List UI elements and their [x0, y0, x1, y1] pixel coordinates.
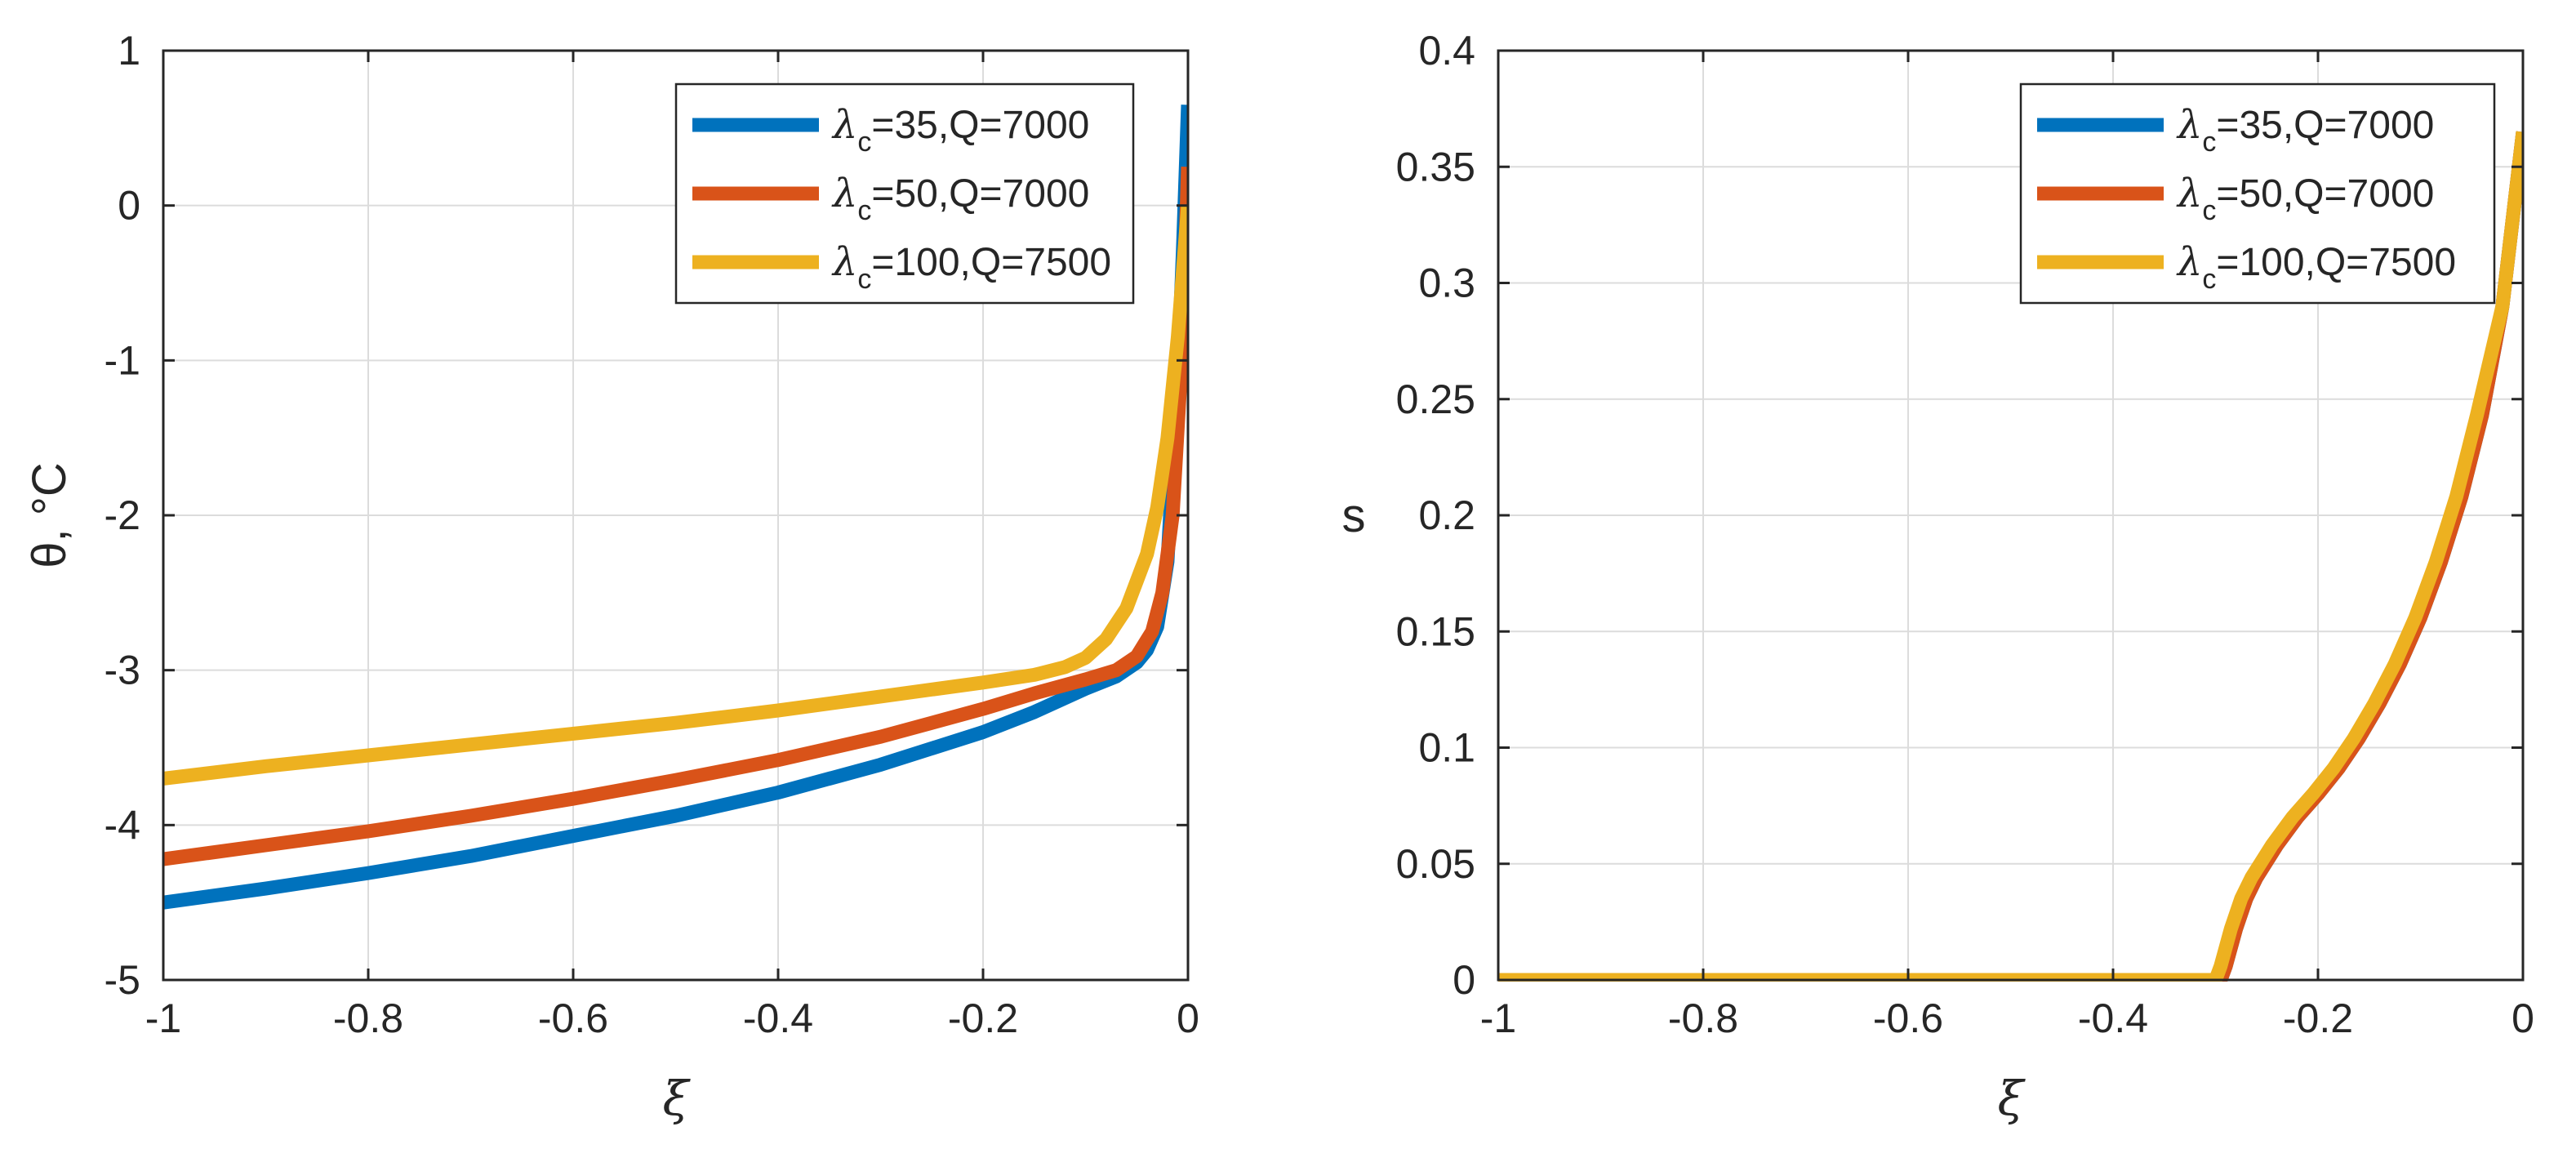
- y-tick-label: 0.35: [1396, 144, 1475, 189]
- legend: λc=35,Q=7000 λc=50,Q=7000 λc=100,Q=7500: [674, 82, 1135, 305]
- x-axis-label: ξ: [1998, 1071, 2027, 1126]
- y-tick-label: 0: [118, 183, 140, 229]
- y-tick-label: -2: [105, 492, 140, 538]
- y-tick-label: 0.2: [1418, 492, 1475, 538]
- legend-label-3: λc=100,Q=7500: [2176, 239, 2456, 295]
- y-tick-label: -1: [105, 337, 140, 383]
- x-tick-label: 0: [1177, 995, 1199, 1041]
- x-tick-label: -0.4: [743, 995, 813, 1041]
- y-tick-label: 0.1: [1418, 725, 1475, 771]
- x-tick-label: -0.2: [2283, 995, 2353, 1041]
- x-tick-label: -1: [1480, 995, 1516, 1041]
- x-tick-label: -1: [145, 995, 181, 1041]
- series-group: [163, 105, 1188, 910]
- y-tick-label: 1: [118, 28, 140, 73]
- y-tick-label: 0: [1453, 957, 1475, 1003]
- x-tick-label: -0.6: [538, 995, 608, 1041]
- legend: λc=35,Q=7000 λc=50,Q=7000 λc=100,Q=7500: [2019, 82, 2496, 305]
- x-tick-label: -0.8: [333, 995, 403, 1041]
- series-group: [1498, 131, 2523, 982]
- legend-label-3: λc=100,Q=7500: [831, 239, 1111, 295]
- series-line-3: [1498, 131, 2523, 982]
- y-tick-label: -4: [105, 802, 140, 848]
- y-tick-label: 0.25: [1396, 376, 1475, 422]
- y-tick-label: 0.3: [1418, 261, 1475, 306]
- y-tick-label: -5: [105, 957, 140, 1003]
- x-tick-label: 0: [2511, 995, 2534, 1041]
- x-tick-label: -0.6: [1873, 995, 1943, 1041]
- x-tick-label: -0.2: [948, 995, 1018, 1041]
- y-tick-label: 0.15: [1396, 608, 1475, 654]
- legend-label-1: λc=35,Q=7000: [831, 102, 1089, 158]
- series-line-3: [163, 205, 1188, 786]
- left-chart-theta: -1 -0.8 -0.6 -0.4 -0.2 0 -5 -4 -3 -2 -1 0 1 ξ θ, °C λc=…: [23, 28, 1199, 1126]
- y-axis-label: s: [1342, 489, 1366, 542]
- x-tick-label: -0.4: [2078, 995, 2148, 1041]
- y-axis-label: θ, °C: [23, 462, 76, 568]
- series-line-2: [163, 167, 1188, 866]
- y-tick-label: 0.05: [1396, 841, 1475, 887]
- y-tick-label: -3: [105, 648, 140, 693]
- legend-label-1: λc=35,Q=7000: [2176, 102, 2434, 158]
- x-axis-label: ξ: [663, 1071, 692, 1126]
- x-tick-label: -0.8: [1668, 995, 1738, 1041]
- y-tick-label: 0.4: [1418, 28, 1475, 73]
- right-chart-s: -1 -0.8 -0.6 -0.4 -0.2 0 0 0.05 0.1 0.15 0.2 0.25 0.…: [1342, 28, 2534, 1126]
- legend-label-2: λc=50,Q=7000: [831, 171, 1089, 226]
- legend-label-2: λc=50,Q=7000: [2176, 171, 2434, 226]
